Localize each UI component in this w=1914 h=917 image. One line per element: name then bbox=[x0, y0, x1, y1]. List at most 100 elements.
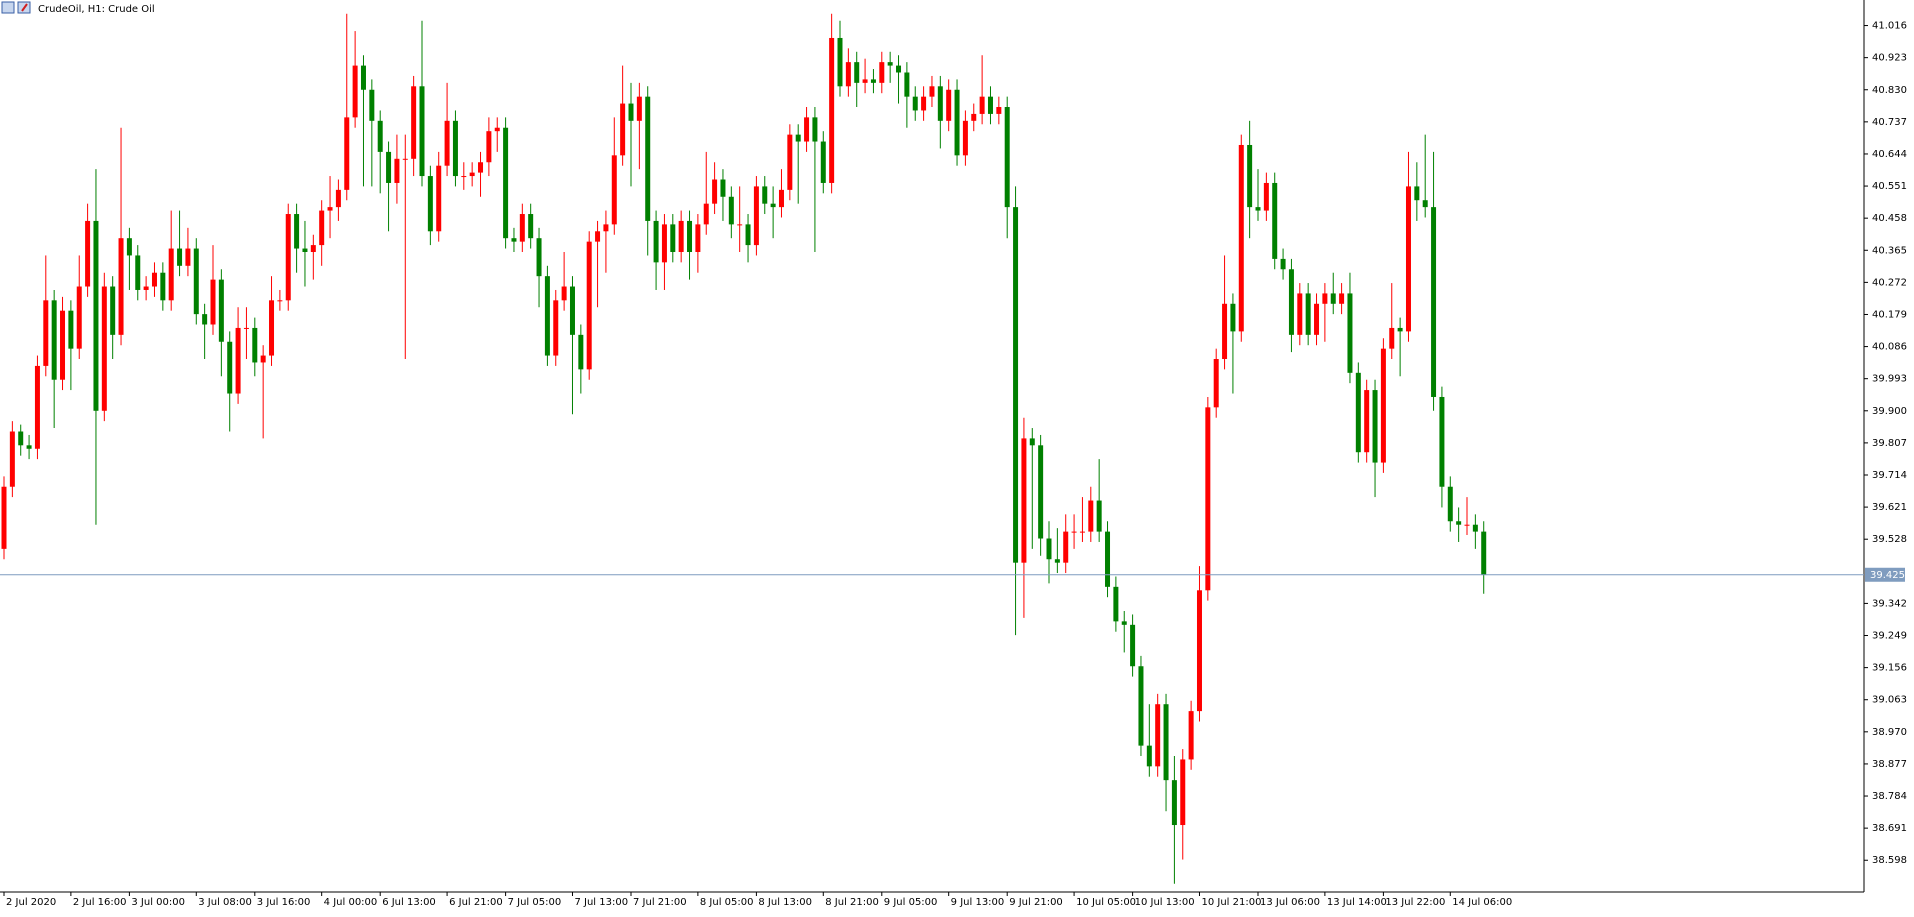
candle-body bbox=[386, 151, 392, 183]
candle-body bbox=[235, 327, 241, 394]
y-tick-label: 39.993 bbox=[1872, 374, 1907, 385]
candle-body bbox=[126, 238, 132, 256]
candle-body bbox=[436, 165, 442, 232]
candle-body bbox=[962, 120, 968, 156]
candle-body bbox=[904, 72, 910, 97]
y-tick-label: 38.691 bbox=[1872, 823, 1907, 834]
candle-body bbox=[294, 214, 300, 249]
candle-body bbox=[946, 89, 952, 121]
candle-body bbox=[661, 224, 667, 263]
candle-body bbox=[168, 248, 174, 301]
candle-body bbox=[1297, 293, 1303, 335]
candle-body bbox=[1263, 182, 1269, 211]
y-tick-label: 38.970 bbox=[1872, 727, 1907, 738]
candle-body bbox=[1456, 521, 1462, 525]
icon bbox=[21, 3, 28, 12]
y-tick-label: 39.249 bbox=[1872, 631, 1907, 642]
candle-body bbox=[1330, 293, 1336, 304]
candle-body bbox=[151, 272, 157, 287]
y-tick-label: 38.877 bbox=[1872, 759, 1907, 770]
candle-body bbox=[670, 224, 676, 252]
candle-body bbox=[720, 179, 726, 197]
candle-body bbox=[695, 224, 701, 252]
y-tick-label: 40.365 bbox=[1872, 245, 1907, 256]
candle-body bbox=[887, 62, 893, 66]
candle-body bbox=[469, 172, 475, 177]
candle-body bbox=[503, 127, 509, 239]
candle-body bbox=[302, 248, 308, 252]
x-tick-label: 2 Jul 2020 bbox=[6, 897, 56, 908]
candle-body bbox=[1063, 531, 1069, 563]
candle-body bbox=[352, 65, 358, 118]
candle-body bbox=[1071, 531, 1077, 533]
candle-body bbox=[896, 65, 902, 73]
candle-body bbox=[678, 220, 684, 252]
candle-body bbox=[1347, 293, 1353, 373]
candle-body bbox=[394, 158, 400, 183]
candle-body bbox=[1146, 745, 1152, 767]
candle-body bbox=[1004, 107, 1010, 208]
candle-body bbox=[1247, 144, 1253, 208]
candle-body bbox=[1180, 759, 1186, 826]
candle-body bbox=[377, 120, 383, 152]
candle-body bbox=[1314, 303, 1320, 335]
candle-body bbox=[1130, 624, 1136, 667]
candle-body bbox=[360, 65, 366, 90]
candle-body bbox=[1155, 704, 1161, 767]
candle-body bbox=[1288, 269, 1294, 335]
x-tick-label: 8 Jul 21:00 bbox=[825, 897, 879, 908]
y-tick-label: 40.644 bbox=[1872, 149, 1907, 160]
candle-body bbox=[753, 186, 759, 246]
candle-body bbox=[1029, 438, 1035, 446]
candle-body bbox=[728, 196, 734, 225]
y-tick-label: 40.179 bbox=[1872, 309, 1907, 320]
y-tick-label: 40.458 bbox=[1872, 213, 1907, 224]
price-label: 39.425 bbox=[1870, 570, 1905, 581]
candle-body bbox=[427, 176, 433, 232]
candle-body bbox=[218, 279, 224, 342]
candle-body bbox=[26, 445, 32, 449]
y-tick-label: 38.598 bbox=[1872, 855, 1907, 866]
candle-body bbox=[937, 86, 943, 121]
candle-body bbox=[620, 103, 626, 156]
candle-body bbox=[202, 314, 208, 325]
candle-body bbox=[561, 286, 567, 301]
candle-body bbox=[486, 131, 492, 163]
y-tick-label: 40.737 bbox=[1872, 117, 1907, 128]
candle-body bbox=[193, 248, 199, 315]
candle-body bbox=[243, 327, 249, 329]
y-tick-label: 40.551 bbox=[1872, 181, 1907, 192]
candle-body bbox=[954, 89, 960, 156]
candle-body bbox=[1422, 200, 1428, 208]
y-tick-label: 39.714 bbox=[1872, 470, 1907, 481]
candle-body bbox=[344, 117, 350, 190]
candle-body bbox=[269, 300, 275, 356]
candle-body bbox=[1255, 207, 1261, 211]
candle-body bbox=[9, 431, 15, 487]
candle-body bbox=[829, 37, 835, 183]
candle-body bbox=[1096, 500, 1102, 532]
candle-body bbox=[494, 127, 500, 132]
y-tick-label: 39.621 bbox=[1872, 502, 1907, 513]
candle-body bbox=[979, 96, 985, 114]
candle-body bbox=[1414, 186, 1420, 201]
candle-body bbox=[770, 203, 776, 208]
candle-body bbox=[1431, 207, 1437, 397]
candle-body bbox=[611, 155, 617, 225]
candle-body bbox=[1163, 704, 1169, 781]
candle-body bbox=[578, 334, 584, 370]
x-tick-label: 9 Jul 05:00 bbox=[884, 897, 938, 908]
y-tick-label: 39.156 bbox=[1872, 663, 1907, 674]
candle-body bbox=[536, 238, 542, 277]
candle-body bbox=[1046, 538, 1052, 560]
candle-body bbox=[1464, 524, 1470, 526]
candle-body bbox=[51, 300, 57, 380]
candle-body bbox=[586, 241, 592, 370]
candle-body bbox=[1213, 359, 1219, 408]
candle-body bbox=[419, 86, 425, 177]
candle-body bbox=[160, 272, 166, 301]
y-tick-label: 39.900 bbox=[1872, 406, 1907, 417]
candle-body bbox=[1280, 258, 1286, 270]
candle-body bbox=[996, 107, 1002, 114]
candle-body bbox=[319, 210, 325, 246]
